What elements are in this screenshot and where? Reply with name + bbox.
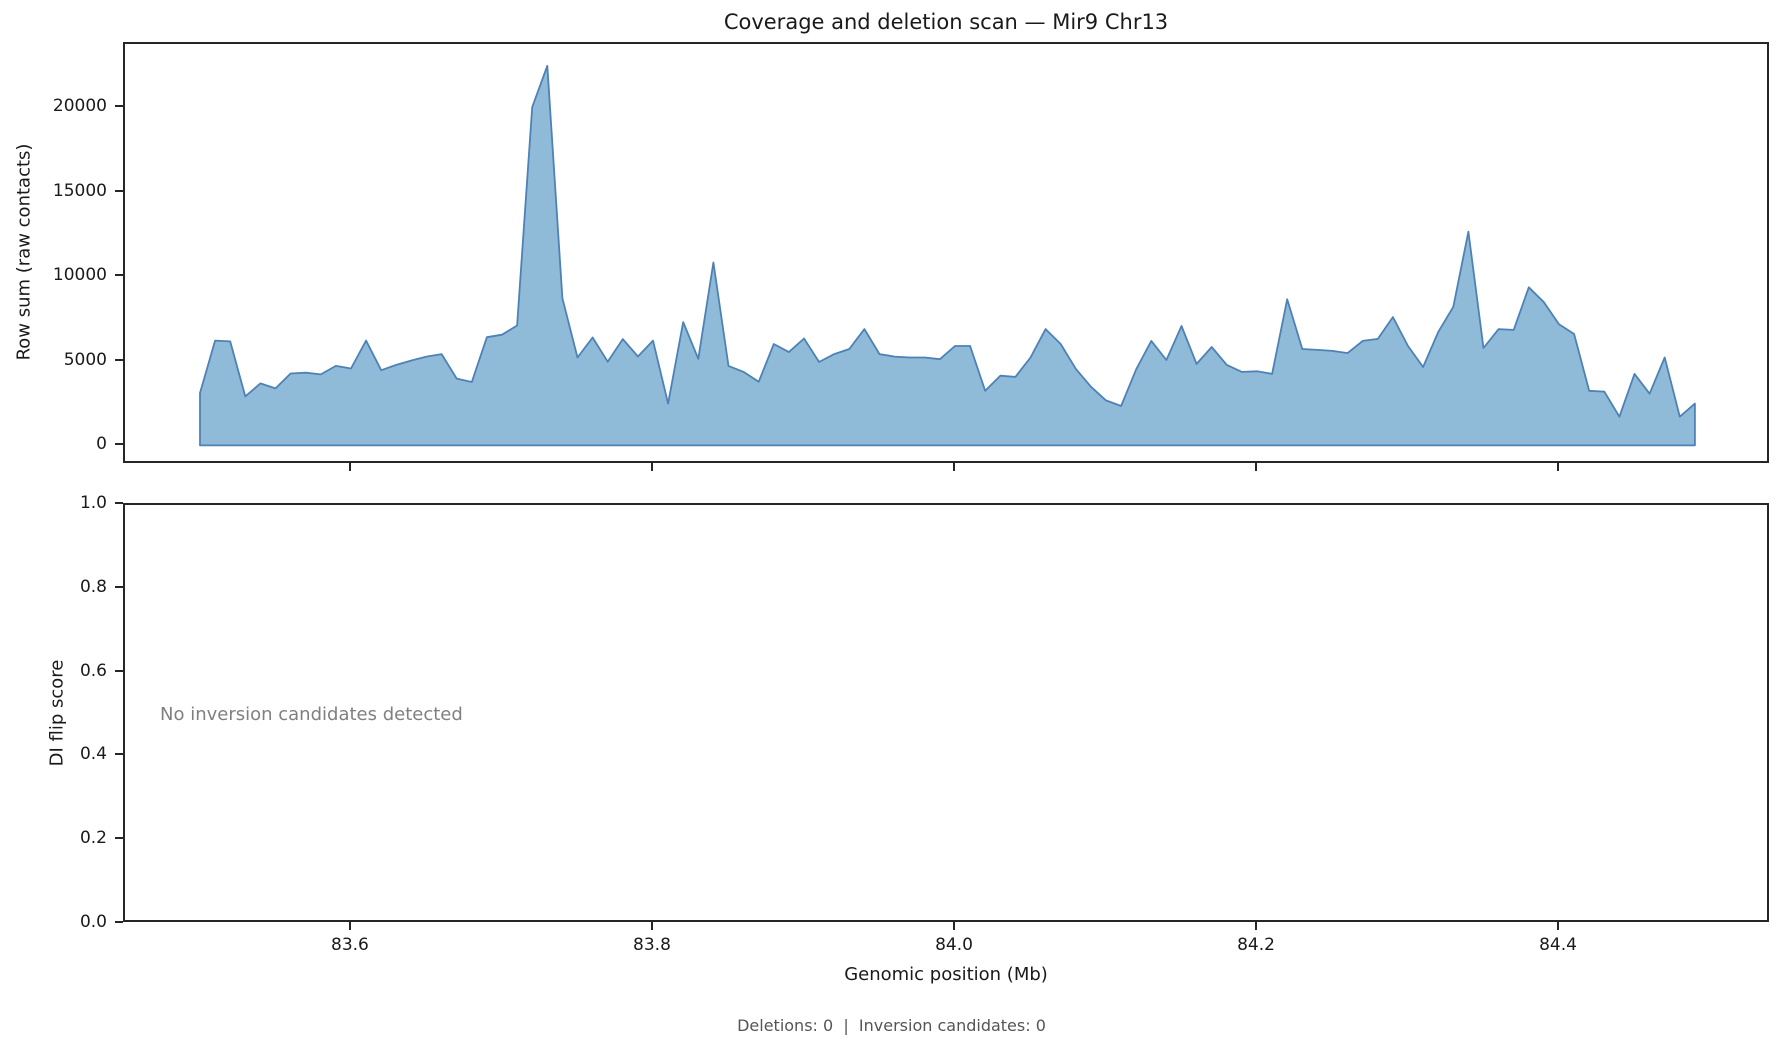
y-tick-mark [115, 586, 123, 588]
y-tick-label: 15000 [41, 180, 107, 202]
coverage-ylabel: Row sum (raw contacts) [14, 144, 35, 361]
x-tick-mark [349, 922, 351, 930]
y-tick-label: 0.4 [41, 743, 107, 765]
x-tick-label: 84.0 [935, 934, 973, 956]
x-tick-label: 84.4 [1539, 934, 1577, 956]
x-tick-label: 83.8 [633, 934, 671, 956]
x-tick-mark [1255, 922, 1257, 930]
x-tick-mark [953, 922, 955, 930]
coverage-area-series [124, 43, 1770, 464]
x-tick-mark [651, 922, 653, 930]
summary-footer: Deletions: 0 | Inversion candidates: 0 [0, 1016, 1783, 1035]
no-inversion-annotation: No inversion candidates detected [160, 703, 463, 727]
y-tick-label: 0.0 [41, 911, 107, 933]
x-tick-mark [651, 463, 653, 471]
x-tick-mark [1255, 463, 1257, 471]
coverage-area-path [200, 66, 1695, 446]
y-tick-mark [115, 502, 123, 504]
x-tick-mark [1557, 463, 1559, 471]
y-tick-label: 0.2 [41, 827, 107, 849]
y-tick-mark [115, 753, 123, 755]
y-tick-mark [115, 670, 123, 672]
coverage-plot [123, 42, 1769, 463]
y-tick-mark [115, 837, 123, 839]
figure-canvas: Coverage and deletion scan — Mir9 Chr13 … [0, 0, 1783, 1052]
x-tick-label: 83.6 [331, 934, 369, 956]
y-tick-mark [115, 274, 123, 276]
y-tick-mark [115, 359, 123, 361]
x-axis-label: Genomic position (Mb) [123, 964, 1769, 985]
y-tick-label: 10000 [41, 264, 107, 286]
y-tick-mark [115, 921, 123, 923]
chart-title: Coverage and deletion scan — Mir9 Chr13 [123, 10, 1769, 34]
y-tick-label: 0 [41, 433, 107, 455]
x-tick-mark [1557, 922, 1559, 930]
y-tick-mark [115, 105, 123, 107]
y-tick-label: 0.6 [41, 660, 107, 682]
y-tick-label: 20000 [41, 95, 107, 117]
x-tick-label: 84.2 [1237, 934, 1275, 956]
y-tick-label: 0.8 [41, 576, 107, 598]
y-tick-label: 5000 [41, 349, 107, 371]
y-tick-mark [115, 443, 123, 445]
di-flip-plot: No inversion candidates detected [123, 503, 1769, 922]
x-tick-mark [953, 463, 955, 471]
y-tick-mark [115, 190, 123, 192]
x-tick-mark [349, 463, 351, 471]
y-tick-label: 1.0 [41, 492, 107, 514]
